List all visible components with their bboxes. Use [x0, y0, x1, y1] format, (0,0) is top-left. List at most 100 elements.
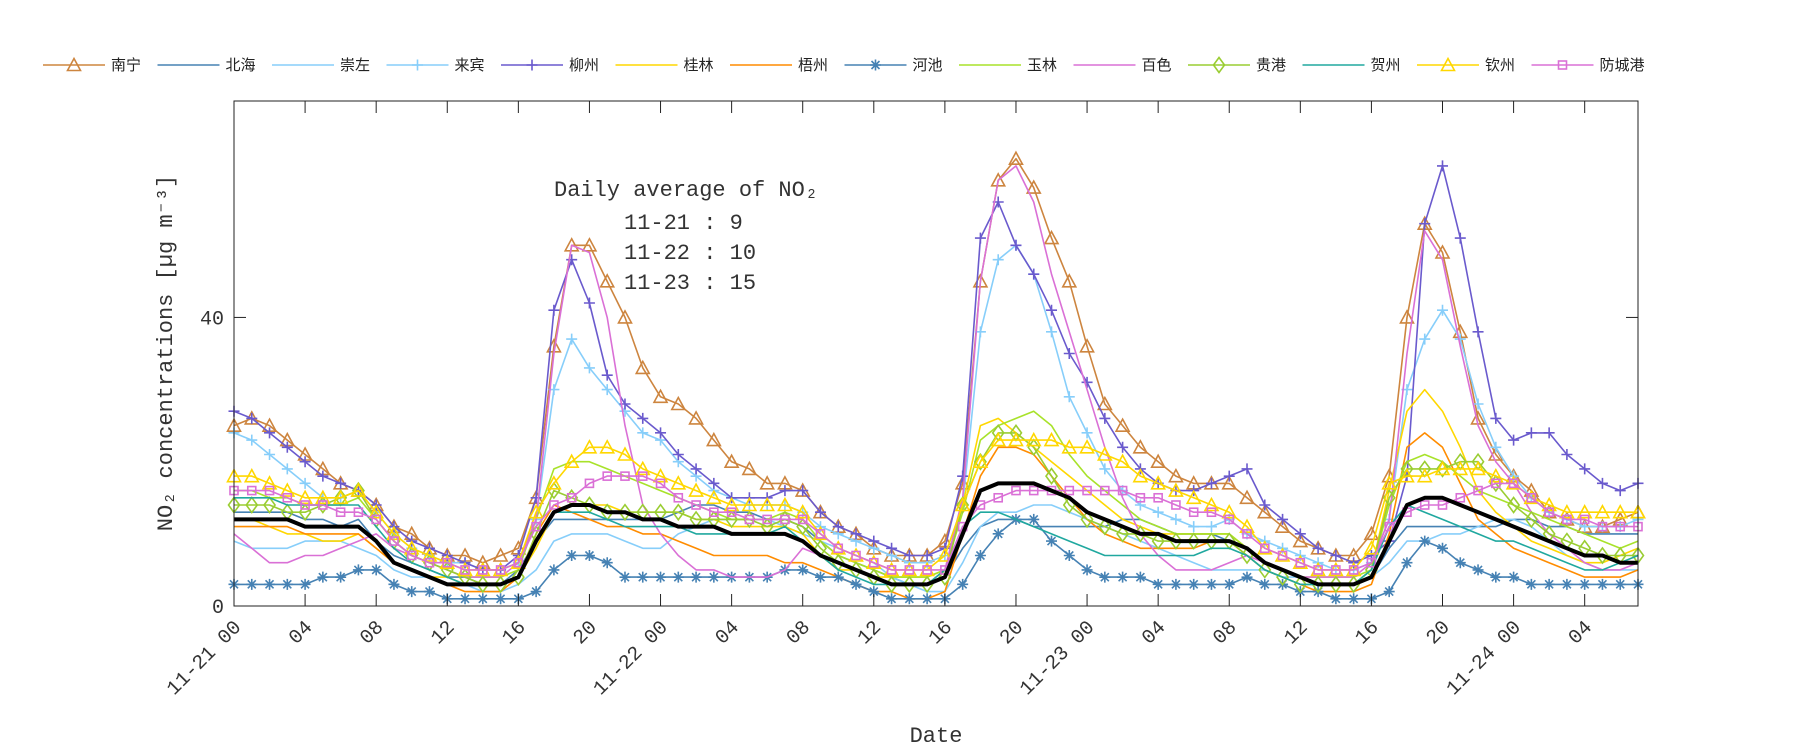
data-point: [1329, 575, 1343, 594]
data-point: [670, 475, 687, 490]
data-point: [1203, 496, 1220, 512]
data-point: [459, 593, 471, 605]
data-point: [351, 481, 365, 500]
data-point: [1579, 514, 1590, 525]
data-point: [832, 521, 844, 533]
data-point: [1081, 376, 1093, 388]
data-point: [531, 521, 541, 532]
data-point: [652, 388, 669, 404]
data-point: [352, 564, 364, 576]
legend-marker-icon: [1440, 56, 1456, 72]
data-point: [599, 439, 616, 454]
data-point: [777, 496, 793, 512]
data-point: [1046, 535, 1058, 547]
data-point: [478, 565, 488, 575]
data-point: [1437, 542, 1449, 554]
data-point: [601, 384, 613, 396]
data-point: [1419, 218, 1431, 230]
data-point: [832, 571, 844, 583]
data-point: [691, 500, 701, 510]
data-point: [246, 578, 258, 590]
legend-item-来宾: 来宾: [386, 56, 485, 74]
annotation-line-1: 11-21 : 9: [624, 211, 743, 236]
series-average: [234, 481, 1638, 587]
data-point: [1541, 496, 1557, 512]
data-point: [851, 550, 861, 561]
data-point: [406, 586, 418, 598]
series-line: [233, 157, 1639, 564]
data-point: [617, 309, 633, 324]
data-point: [759, 496, 776, 512]
data-point: [1082, 485, 1092, 496]
data-point: [566, 550, 578, 561]
data-point: [1508, 478, 1519, 489]
data-point: [1507, 496, 1521, 514]
data-point: [264, 485, 275, 496]
data-point: [1313, 565, 1323, 575]
data-point: [1221, 504, 1238, 519]
data-point: [1490, 571, 1502, 583]
data-point: [903, 550, 915, 561]
data-point: [957, 578, 969, 590]
data-point: [886, 593, 898, 605]
data-point: [1559, 504, 1575, 519]
data-point: [1242, 529, 1252, 539]
data-point: [1256, 504, 1273, 519]
data-point: [421, 547, 438, 562]
data-point: [264, 578, 276, 590]
x-tick-label: 20: [1422, 617, 1455, 650]
data-point: [1596, 477, 1608, 489]
data-point: [1132, 439, 1149, 454]
data-point: [741, 460, 758, 476]
data-point: [1223, 578, 1235, 590]
data-point: [620, 471, 630, 481]
data-point: [1276, 568, 1290, 586]
data-point: [1205, 578, 1217, 590]
data-point: [956, 496, 970, 514]
data-point: [1295, 557, 1306, 568]
data-point: [1612, 504, 1629, 519]
x-tick-label: 04: [285, 617, 318, 650]
data-point: [1508, 571, 1520, 583]
data-point: [1150, 453, 1166, 469]
data-point: [317, 470, 329, 482]
data-point: [584, 478, 595, 489]
data-point: [1561, 578, 1573, 590]
data-point: [1454, 232, 1466, 244]
data-point: [1259, 578, 1271, 590]
legend-marker-icon: [870, 59, 881, 71]
data-point: [406, 550, 417, 561]
data-point: [1472, 326, 1484, 338]
series-line: [234, 481, 1638, 587]
legend-item-防城港: 防城港: [1531, 56, 1645, 74]
data-point: [1224, 514, 1235, 525]
data-point: [1274, 518, 1291, 533]
data-point: [263, 496, 277, 514]
data-point: [921, 593, 933, 605]
data-point: [1241, 571, 1253, 583]
data-point: [1008, 150, 1024, 166]
data-point: [1081, 564, 1093, 576]
data-point: [1526, 492, 1537, 503]
legend-label: 玉林: [1027, 56, 1057, 74]
data-point: [1487, 467, 1504, 483]
data-point: [299, 456, 311, 468]
data-point: [1399, 467, 1415, 483]
data-point: [246, 412, 258, 424]
y-tick-label: 40: [200, 308, 224, 331]
data-point: [583, 550, 595, 561]
data-point: [601, 557, 613, 569]
data-point: [566, 333, 578, 345]
data-point: [709, 507, 719, 518]
data-point: [477, 593, 489, 605]
data-point: [246, 434, 258, 446]
legend-marker-icon: [412, 59, 423, 71]
data-point: [1025, 431, 1042, 447]
data-point: [688, 410, 704, 425]
data-point: [370, 564, 382, 576]
data-point: [690, 463, 702, 475]
data-point: [670, 395, 687, 411]
data-point: [281, 463, 293, 475]
data-point: [1011, 485, 1021, 496]
data-point: [1170, 513, 1182, 525]
